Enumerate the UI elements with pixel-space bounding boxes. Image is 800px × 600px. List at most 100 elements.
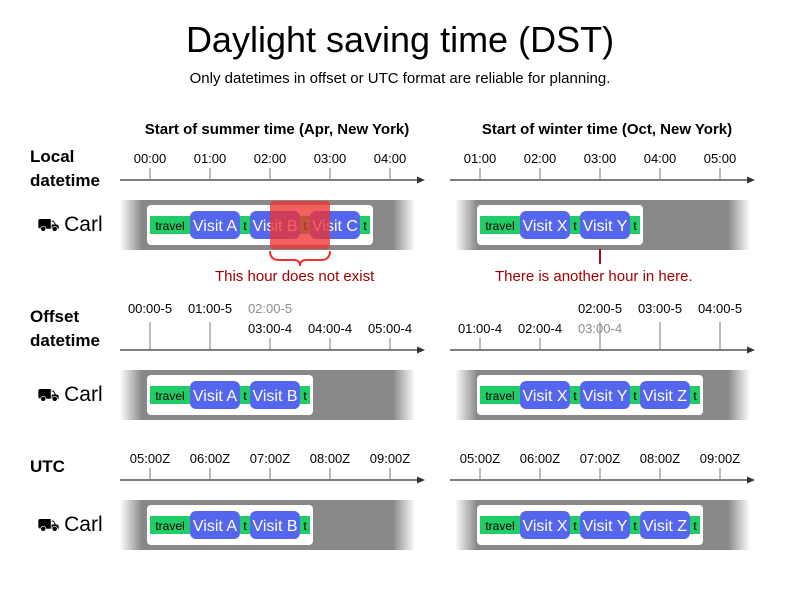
travel-block (690, 516, 700, 534)
visit-label: Visit X (522, 388, 567, 405)
utc-winter-fade-left (455, 500, 477, 550)
visit-label: Visit Y (583, 388, 628, 405)
travel-label: travel (485, 219, 514, 233)
utc-winter-fade-right (728, 500, 750, 550)
travel-block (240, 516, 250, 534)
travel-label: travel (155, 219, 184, 233)
travel-block (150, 216, 190, 234)
visit-label: Visit X (522, 518, 567, 535)
travel-label: t (573, 389, 577, 403)
visit-block (250, 511, 300, 539)
travel-block (630, 216, 640, 234)
section-label-utc: UTC (30, 455, 65, 479)
tick-label-lower: 04:00-4 (307, 321, 353, 336)
visit-block (580, 211, 630, 239)
visit-block (520, 211, 570, 239)
offset-winter-fade-right (728, 370, 750, 420)
resource-row-local: ⛟ Carl (37, 213, 103, 237)
travel-block (240, 386, 250, 404)
axis-offset-summer-arrow (417, 346, 425, 354)
travel-label: t (573, 519, 577, 533)
panel-title-summer: Start of summer time (Apr, New York) (144, 121, 410, 138)
tick-label: 00:00 (133, 151, 167, 166)
resource-row-offset: ⛟ Carl (37, 383, 103, 407)
travel-label: t (303, 389, 307, 403)
tick-label-lower: 03:00-4 (577, 321, 623, 336)
visit-label: Visit Z (643, 388, 687, 405)
tick-label: 03:00 (313, 151, 347, 166)
axis-local-summer-arrow (417, 176, 425, 184)
visit-block (190, 381, 240, 409)
visit-block (580, 381, 630, 409)
travel-label: t (693, 519, 697, 533)
visit-block (640, 511, 690, 539)
local-summer-fade-right (393, 200, 415, 250)
tick-label-lower: 01:00-4 (457, 321, 503, 336)
tick-label-upper: 02:00-5 (577, 301, 623, 316)
offset-summer-fade-right (393, 370, 415, 420)
local-summer-fade-left (120, 200, 142, 250)
local-winter-fade-left (455, 200, 477, 250)
travel-label: t (633, 519, 637, 533)
tick-label-lower: 03:00-4 (247, 321, 293, 336)
section-label-local: Local datetime (30, 145, 100, 193)
travel-block (570, 386, 580, 404)
travel-block (630, 386, 640, 404)
travel-block (480, 516, 520, 534)
visit-label: Visit Z (643, 518, 687, 535)
resource-name: Carl (64, 513, 103, 536)
tick-label-lower: 02:00-4 (517, 321, 563, 336)
visit-label: Visit X (522, 218, 567, 235)
tick-label: 04:00 (373, 151, 407, 166)
axis-offset-winter-arrow (747, 346, 755, 354)
tick-label-upper: 04:00-5 (697, 301, 743, 316)
travel-block (150, 516, 190, 534)
travel-block (360, 216, 370, 234)
visit-block (250, 381, 300, 409)
tick-label: 05:00Z (459, 451, 501, 466)
tick-label-upper: 02:00-5 (247, 301, 293, 316)
tick-label: 01:00 (193, 151, 227, 166)
travel-block (570, 516, 580, 534)
travel-block (480, 386, 520, 404)
axis-utc-winter-arrow (747, 476, 755, 484)
tick-label: 02:00 (253, 151, 287, 166)
utc-summer-fade-left (120, 500, 142, 550)
axis-utc-summer-arrow (417, 476, 425, 484)
page-subtitle: Only datetimes in offset or UTC format a… (189, 70, 611, 87)
visit-label: Visit A (193, 218, 238, 235)
tick-label: 09:00Z (369, 451, 411, 466)
visit-block (190, 511, 240, 539)
resource-row-utc: ⛟ Carl (37, 513, 103, 537)
utc-summer-fade-right (393, 500, 415, 550)
travel-block (240, 216, 250, 234)
visit-block (190, 211, 240, 239)
tick-label: 05:00 (703, 151, 737, 166)
travel-block (150, 386, 190, 404)
travel-block (300, 516, 310, 534)
tick-label: 03:00 (583, 151, 617, 166)
tick-label: 05:00Z (129, 451, 171, 466)
visit-label: Visit A (193, 388, 238, 405)
tick-label: 01:00 (463, 151, 497, 166)
tick-label: 09:00Z (699, 451, 741, 466)
travel-label: t (633, 219, 637, 233)
travel-label: t (243, 219, 247, 233)
page-title: Daylight saving time (DST) (185, 19, 615, 60)
offset-winter-fade-left (455, 370, 477, 420)
visit-block (520, 381, 570, 409)
visit-block (520, 511, 570, 539)
travel-label: travel (155, 389, 184, 403)
missing-hour-bracket (269, 250, 331, 267)
travel-block (630, 516, 640, 534)
section-label-local-line2: datetime (30, 171, 100, 190)
axis-local-winter-arrow (747, 176, 755, 184)
offset-summer-fade-left (120, 370, 142, 420)
resource-name: Carl (64, 383, 103, 406)
travel-label: t (243, 389, 247, 403)
tick-label: 08:00Z (639, 451, 681, 466)
tick-label: 06:00Z (189, 451, 231, 466)
truck-icon: ⛟ (37, 215, 60, 235)
section-label-local-line1: Local (30, 147, 75, 166)
